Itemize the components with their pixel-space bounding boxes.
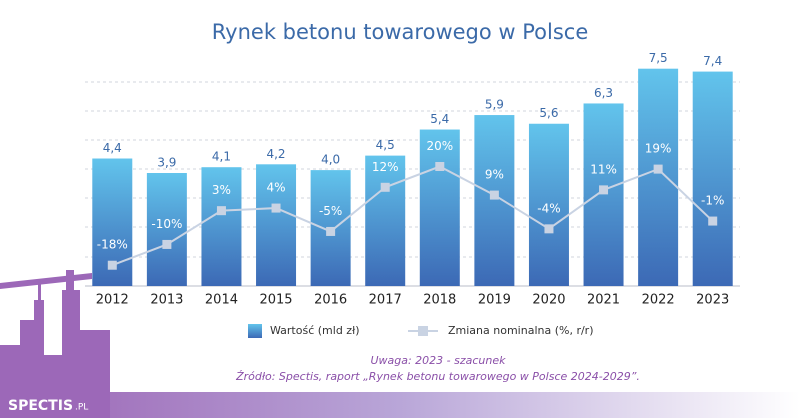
bar — [583, 103, 624, 286]
value-label: -10% — [151, 217, 182, 231]
legend-marker — [418, 326, 428, 336]
x-tick-label: 2012 — [96, 293, 129, 308]
bar — [256, 164, 297, 286]
x-tick-label: 2020 — [532, 293, 565, 308]
value-label: 4,0 — [321, 153, 340, 167]
x-tick-label: 2017 — [369, 293, 402, 308]
x-tick-label: 2013 — [150, 293, 183, 308]
value-label: 6,3 — [594, 86, 613, 100]
logo: SPECTIS — [8, 398, 73, 414]
value-label: 4,1 — [212, 150, 231, 164]
line-marker — [162, 239, 172, 249]
value-label: -1% — [701, 194, 724, 208]
value-label: 11% — [590, 162, 617, 176]
value-label: 4,5 — [376, 138, 395, 152]
line — [111, 165, 714, 267]
value-label: 20% — [426, 139, 453, 153]
x-tick-label: 2023 — [696, 293, 729, 308]
bar — [474, 115, 515, 286]
note: Źródło: Spectis, raport „Rynek betonu to… — [235, 370, 640, 383]
value-label: 7,4 — [703, 54, 722, 68]
value-label: 4% — [267, 181, 286, 195]
bar — [419, 129, 460, 286]
line-marker — [599, 185, 609, 195]
x-tick-label: 2021 — [587, 293, 620, 308]
legend-swatch — [248, 324, 262, 338]
bar — [201, 167, 242, 286]
line-marker — [435, 162, 445, 172]
value-label: 5,6 — [539, 106, 558, 120]
x-tick-label: 2016 — [314, 293, 347, 308]
chart-title: Rynek betonu towarowego w Polsce — [212, 20, 589, 44]
line-marker — [489, 190, 499, 200]
value-label: 12% — [372, 160, 399, 174]
value-label: -5% — [319, 204, 342, 218]
value-label: 5,4 — [430, 112, 449, 126]
bar — [638, 68, 679, 286]
x-tick-label: 2019 — [478, 293, 511, 308]
line-marker — [708, 216, 718, 226]
line-marker — [107, 260, 117, 270]
line-marker — [380, 182, 390, 192]
value-label: 3,9 — [157, 156, 176, 170]
logo-suffix: .PL — [75, 403, 88, 413]
legend-label: Wartość (mld zł) — [270, 324, 360, 337]
bar — [365, 155, 406, 286]
line-marker — [326, 226, 336, 236]
value-label: 19% — [645, 142, 672, 156]
bar — [528, 123, 569, 286]
value-label: 9% — [485, 168, 504, 182]
value-label: 3% — [212, 183, 231, 197]
line-marker — [271, 203, 281, 213]
value-label: -4% — [537, 201, 560, 215]
line-marker — [653, 164, 663, 174]
line-marker — [216, 206, 226, 216]
value-label: 4,4 — [103, 141, 122, 155]
x-tick-label: 2018 — [423, 293, 456, 308]
city — [0, 270, 110, 418]
x-tick-label: 2022 — [642, 293, 675, 308]
value-label: -18% — [97, 238, 128, 252]
note: Uwaga: 2023 - szacunek — [370, 354, 506, 367]
legend-label: Zmiana nominalna (%, r/r) — [448, 324, 594, 337]
x-tick-label: 2014 — [205, 293, 238, 308]
footer-band — [0, 392, 800, 418]
x-tick-label: 2015 — [259, 293, 292, 308]
bar — [146, 173, 187, 286]
bar — [692, 71, 733, 286]
value-label: 5,9 — [485, 98, 504, 112]
line-marker — [544, 224, 554, 234]
value-label: 7,5 — [649, 51, 668, 65]
value-label: 4,2 — [266, 147, 285, 161]
